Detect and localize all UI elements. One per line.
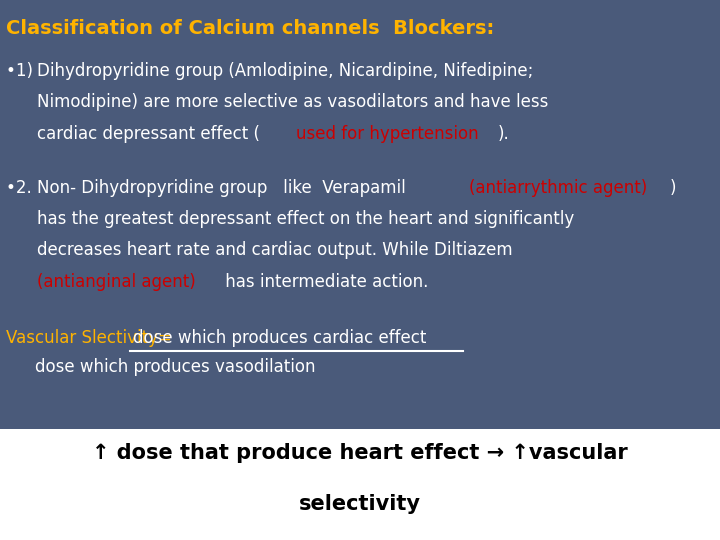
Text: Vascular Slectivity=: Vascular Slectivity=	[6, 329, 171, 347]
Text: ).: ).	[498, 125, 509, 143]
Text: ): )	[670, 179, 677, 197]
Text: Classification of Calcium channels  Blockers:: Classification of Calcium channels Block…	[6, 19, 494, 38]
Text: (antianginal agent): (antianginal agent)	[37, 273, 196, 291]
Text: has the greatest depressant effect on the heart and significantly: has the greatest depressant effect on th…	[37, 210, 575, 228]
Text: ↑ dose that produce heart effect → ↑vascular: ↑ dose that produce heart effect → ↑vasc…	[92, 443, 628, 463]
Text: •1): •1)	[6, 62, 38, 80]
Text: cardiac depressant effect (: cardiac depressant effect (	[37, 125, 261, 143]
Text: Nimodipine) are more selective as vasodilators and have less: Nimodipine) are more selective as vasodi…	[37, 93, 549, 111]
Text: Dihydropyridine group (Amlodipine, Nicardipine, Nifedipine;: Dihydropyridine group (Amlodipine, Nicar…	[37, 62, 534, 80]
Text: dose which produces vasodilation: dose which produces vasodilation	[35, 358, 315, 376]
Text: used for hypertension: used for hypertension	[296, 125, 479, 143]
Text: Non- Dihydropyridine group   like  Verapamil: Non- Dihydropyridine group like Verapami…	[37, 179, 411, 197]
Text: (antiarrythmic agent): (antiarrythmic agent)	[469, 179, 647, 197]
Text: has intermediate action.: has intermediate action.	[220, 273, 428, 291]
Text: decreases heart rate and cardiac output. While Diltiazem: decreases heart rate and cardiac output.…	[37, 241, 513, 259]
FancyBboxPatch shape	[0, 429, 720, 540]
Text: dose which produces cardiac effect: dose which produces cardiac effect	[133, 329, 426, 347]
Text: •2.: •2.	[6, 179, 37, 197]
Text: selectivity: selectivity	[299, 494, 421, 514]
